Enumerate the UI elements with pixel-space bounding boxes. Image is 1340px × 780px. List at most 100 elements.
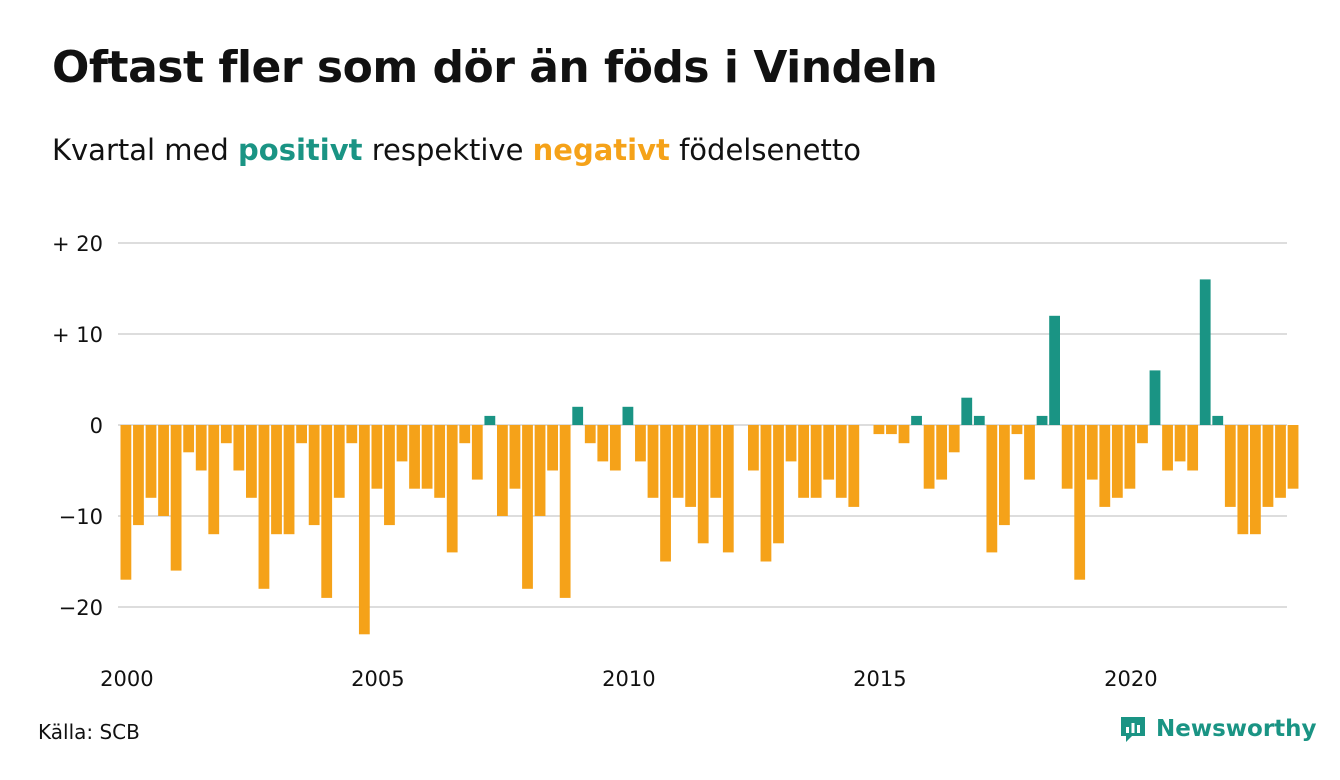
bar <box>823 425 835 480</box>
bar <box>1061 425 1073 489</box>
y-tick-label: + 10 <box>52 323 103 347</box>
bar <box>961 397 973 425</box>
bar <box>271 425 282 535</box>
y-tick-label: 0 <box>90 414 103 438</box>
bar <box>522 425 533 589</box>
bar <box>358 425 370 635</box>
bar <box>120 425 132 580</box>
bar <box>208 425 220 535</box>
bar <box>710 425 722 498</box>
bar <box>509 425 521 489</box>
bar <box>672 425 684 498</box>
bar <box>1199 279 1211 425</box>
bar <box>647 425 659 498</box>
bar <box>1137 425 1148 444</box>
newsworthy-icon <box>1121 717 1145 742</box>
bar <box>760 425 772 562</box>
bar <box>421 425 433 489</box>
bar <box>1149 370 1161 425</box>
bar <box>446 425 458 553</box>
bar <box>1262 425 1274 507</box>
bar <box>1224 425 1236 507</box>
y-tick-label: −10 <box>59 505 103 529</box>
bar <box>1174 425 1186 462</box>
bar <box>572 406 584 425</box>
bar <box>296 425 307 444</box>
bar <box>1086 425 1098 480</box>
bar <box>622 406 634 425</box>
bar <box>1187 425 1199 471</box>
bar <box>948 425 960 453</box>
bar <box>635 425 646 462</box>
bar <box>898 425 910 444</box>
axis-layer: + 20 + 10 0 −10 −20 2000 2005 2010 2015 2020 <box>52 232 1158 691</box>
bar <box>911 415 922 425</box>
subtitle-positive-word: positivt <box>238 133 363 167</box>
bar <box>923 425 935 489</box>
subtitle-prefix: Kvartal med <box>52 133 239 167</box>
bar <box>685 425 697 507</box>
bar <box>484 415 496 425</box>
bar <box>195 425 207 471</box>
source-note: Källa: SCB <box>38 720 140 744</box>
bar <box>1237 425 1249 535</box>
bar <box>459 425 471 444</box>
bar <box>170 425 182 571</box>
bar <box>497 425 508 516</box>
bar <box>848 425 860 507</box>
bar <box>584 425 596 444</box>
bar <box>973 415 985 425</box>
bar <box>697 425 709 544</box>
bar <box>371 425 383 489</box>
bar <box>748 425 759 471</box>
bar <box>660 425 671 562</box>
y-tick-label: + 20 <box>52 232 103 256</box>
bar <box>986 425 998 553</box>
bar <box>886 425 897 435</box>
bar <box>798 425 809 498</box>
bar <box>835 425 847 498</box>
x-tick-label: 2015 <box>853 667 906 691</box>
bar <box>1074 425 1086 580</box>
bar <box>409 425 420 489</box>
bar <box>308 425 320 526</box>
bar <box>1049 315 1060 425</box>
y-tick-label: −20 <box>59 596 103 620</box>
bar <box>1036 415 1048 425</box>
x-tick-label: 2000 <box>100 667 153 691</box>
bar <box>471 425 483 480</box>
bar <box>183 425 195 453</box>
bar <box>384 425 395 526</box>
bar <box>333 425 345 498</box>
bar <box>936 425 948 480</box>
bar <box>609 425 621 471</box>
x-tick-label: 2020 <box>1104 667 1157 691</box>
bar <box>597 425 609 462</box>
bar <box>722 425 734 553</box>
bar <box>1287 425 1299 489</box>
bar <box>873 425 885 435</box>
bar <box>258 425 270 589</box>
chart-subtitle: Kvartal med positivt respektive negativt… <box>52 133 861 167</box>
bar <box>1124 425 1136 489</box>
bar <box>434 425 446 498</box>
bar <box>1024 425 1035 480</box>
bar <box>1111 425 1123 498</box>
bar <box>810 425 822 498</box>
subtitle-suffix: födelsenetto <box>669 133 861 167</box>
bar <box>1250 425 1261 535</box>
subtitle-middle: respektive <box>362 133 533 167</box>
bar <box>133 425 144 526</box>
bar <box>534 425 546 516</box>
bar <box>220 425 232 444</box>
bar <box>346 425 358 444</box>
bar <box>1099 425 1111 507</box>
bar <box>233 425 245 471</box>
bar <box>283 425 295 535</box>
bar <box>396 425 408 462</box>
bar <box>1162 425 1173 471</box>
bar <box>1275 425 1286 498</box>
bar <box>1011 425 1023 435</box>
bar <box>246 425 257 498</box>
